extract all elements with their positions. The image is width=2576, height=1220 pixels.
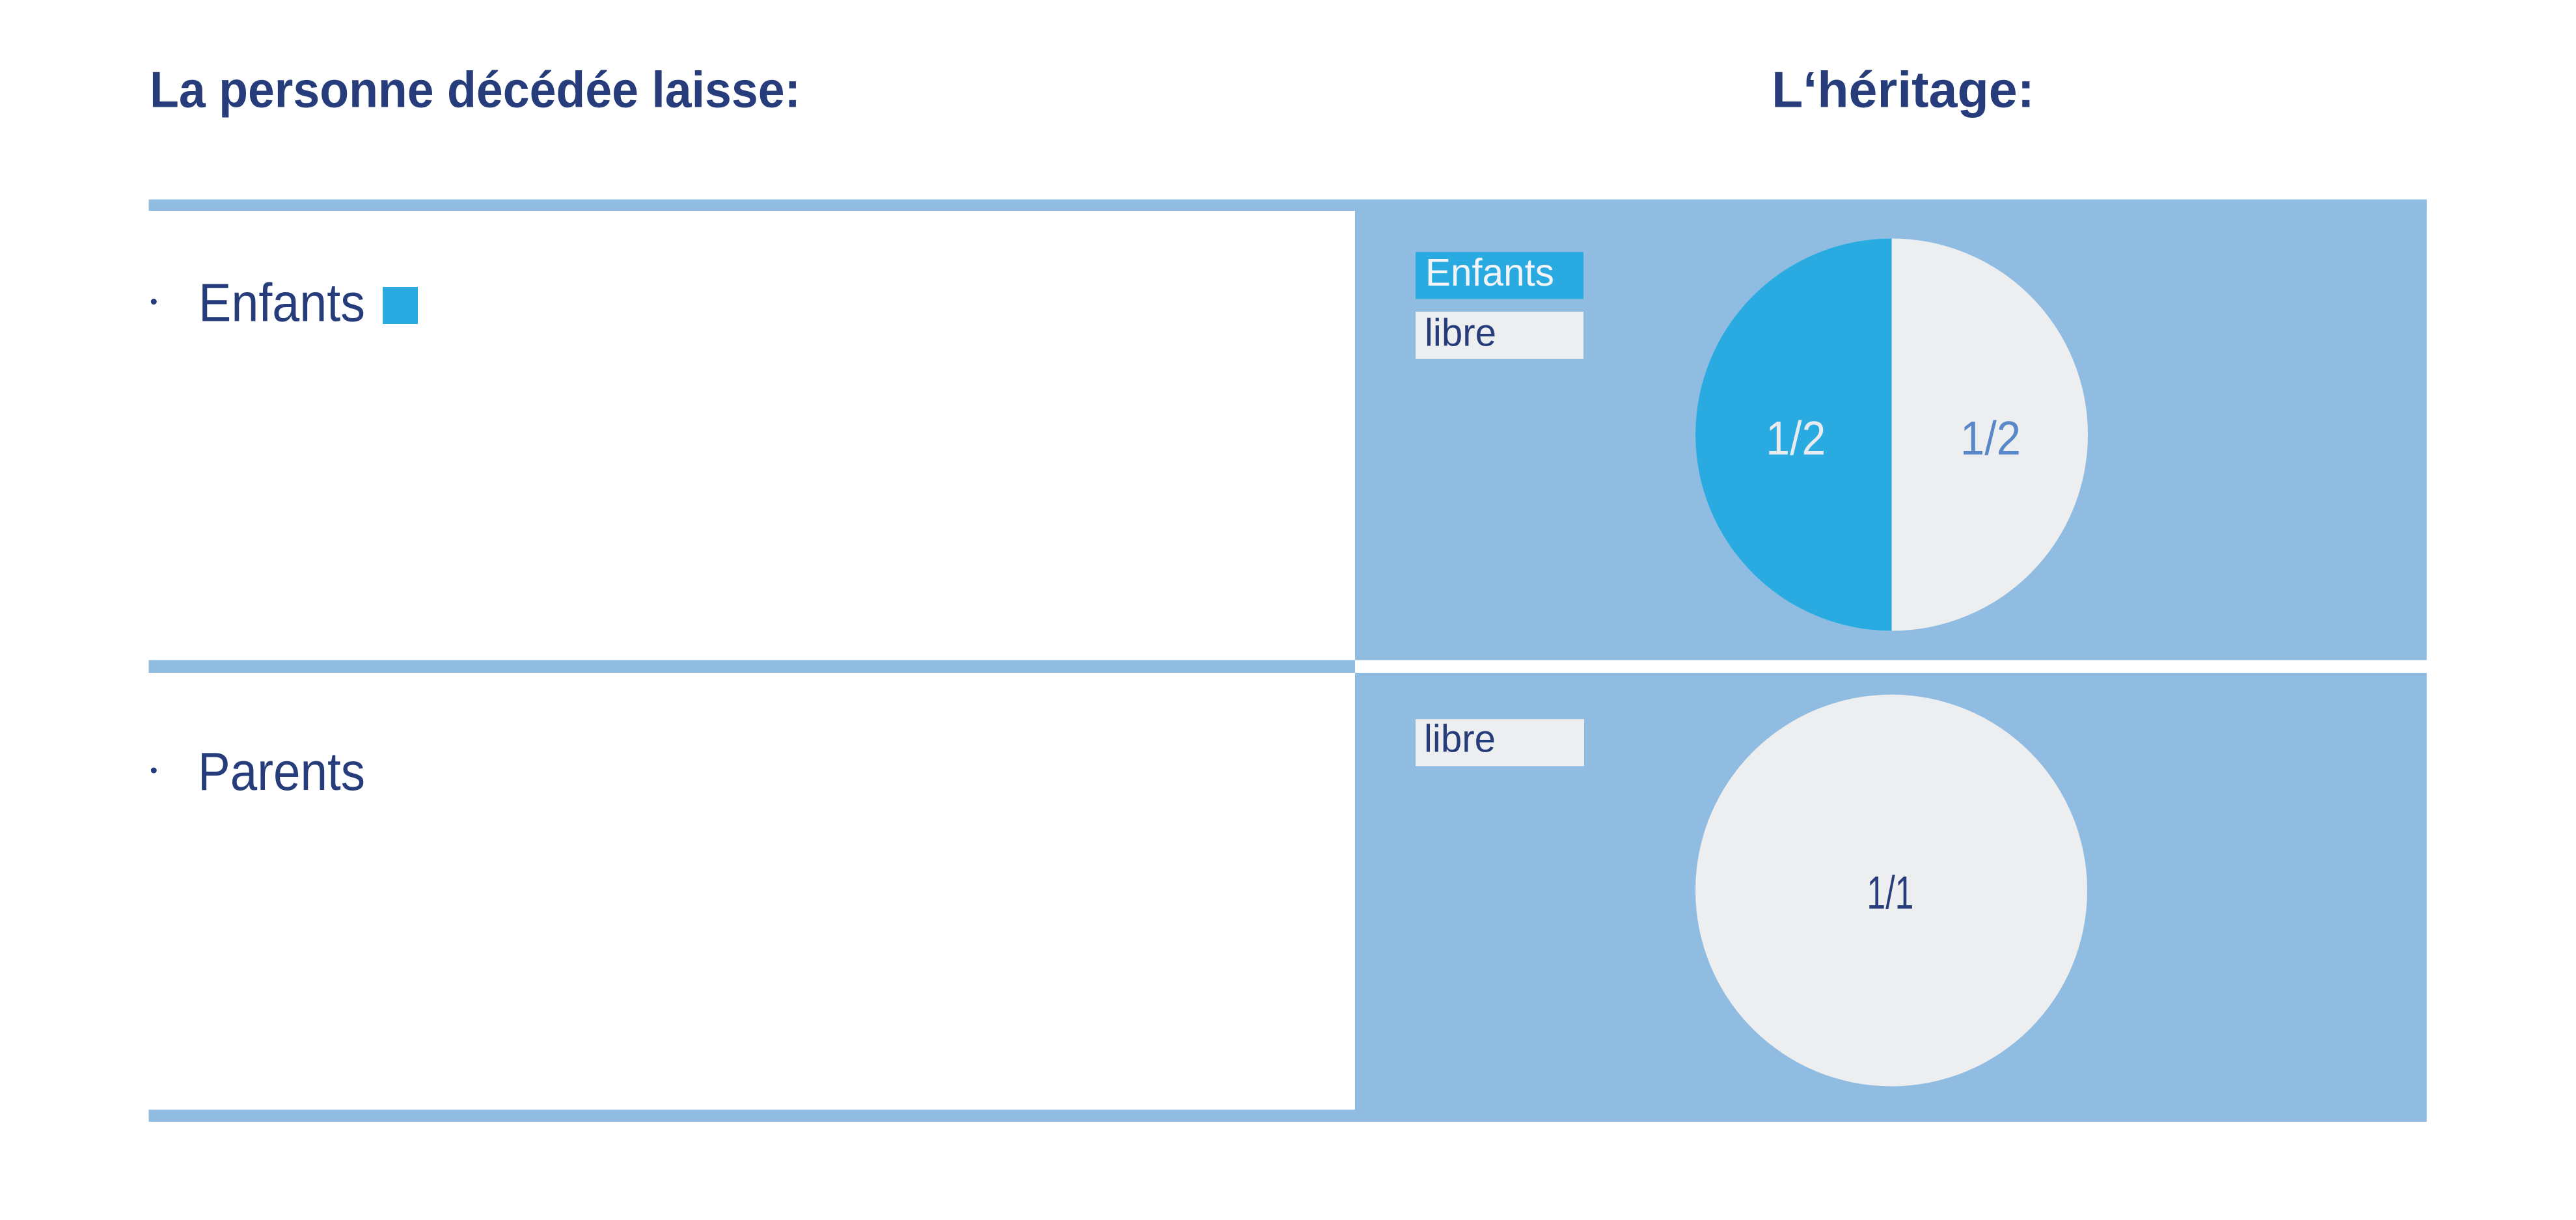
svg-text:libre: libre (1424, 717, 1496, 761)
svg-text:1/2: 1/2 (1766, 411, 1826, 465)
svg-text:Enfants: Enfants (1425, 251, 1554, 294)
svg-text:1/2: 1/2 (1960, 411, 2021, 465)
svg-text:libre: libre (1425, 311, 1496, 355)
svg-text:La personne décédée laisse:: La personne décédée laisse: (150, 62, 801, 118)
svg-text:Parents: Parents (198, 742, 365, 802)
svg-text:1/1: 1/1 (1867, 867, 1913, 919)
svg-text:L‘héritage:: L‘héritage: (1772, 62, 2035, 118)
svg-text:Enfants: Enfants (199, 273, 365, 333)
